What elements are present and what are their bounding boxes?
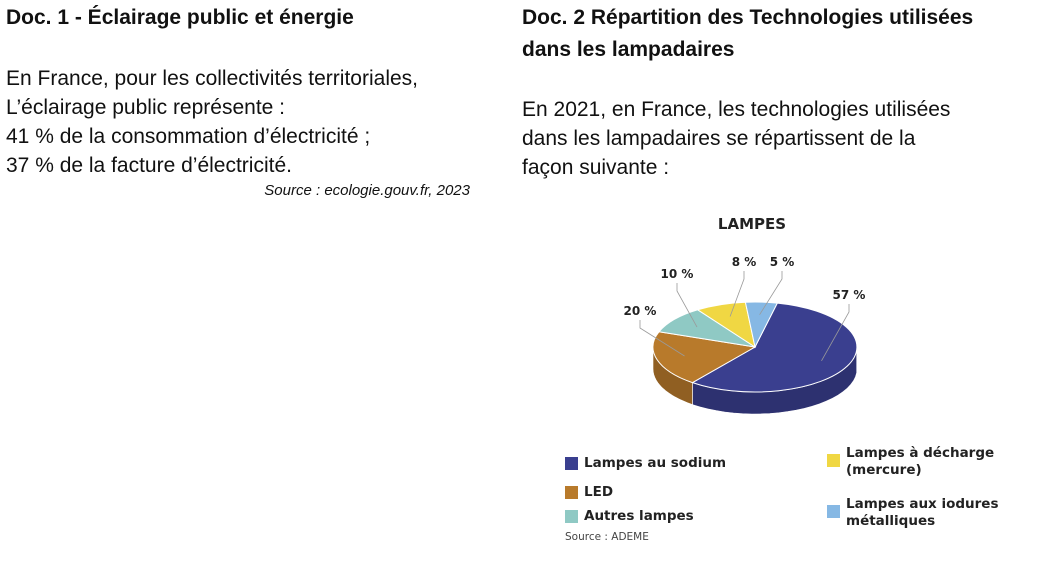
doc1-line-1: En France, pour les collectivités territ… (6, 67, 418, 90)
leader-line-decharge (729, 271, 745, 317)
legend-swatch-iodures (827, 505, 840, 518)
pie-slice-sodium (691, 302, 858, 393)
legend-item-decharge: Lampes à décharge (mercure) (827, 445, 994, 479)
legend-label-decharge-1: Lampes à décharge (846, 445, 995, 461)
legend-item-sodium: Lampes au sodium (565, 455, 726, 472)
pie-label-decharge: 8 % (732, 255, 757, 269)
doc2-line-3: façon suivante : (522, 156, 670, 179)
legend-label-autres: Autres lampes (584, 508, 694, 524)
doc2-section: Doc. 2 Répartition des Technologies util… (522, 0, 1037, 182)
legend-item-autres: Autres lampes (565, 508, 694, 525)
legend-item-iodures: Lampes aux iodures métalliques (827, 496, 999, 530)
doc2-title-line2: dans les lampadaires (522, 38, 735, 61)
legend-label-decharge-2: (mercure) (846, 462, 922, 478)
legend-swatch-sodium (565, 457, 578, 470)
pie-slice-led (652, 331, 757, 384)
leader-line-autres (676, 283, 698, 328)
pie-label-iodures: 5 % (770, 255, 795, 269)
pie-chart: LAMPES 57 % 20 % 10 % 8 % 5 % Lampes au sodi… (555, 205, 1035, 555)
doc2-line-2: dans les lampadaires se répartissent de … (522, 127, 916, 150)
doc1-source: Source : ecologie.gouv.fr, 2023 (264, 182, 470, 199)
legend-label-iodures-1: Lampes aux iodures (846, 496, 999, 512)
legend-swatch-autres (565, 510, 578, 523)
legend-label-sodium: Lampes au sodium (584, 455, 727, 471)
leader-line-iodures (759, 271, 783, 315)
leader-line-sodium (821, 304, 850, 361)
doc1-line-3: 41 % de la consommation d’électricité ; (6, 125, 371, 148)
pie-slice-iodures (744, 301, 779, 349)
doc2-line-1: En 2021, en France, les technologies uti… (522, 98, 951, 121)
legend-swatch-led (565, 486, 578, 499)
legend-label-iodures-2: métalliques (846, 513, 936, 529)
doc1-section: Doc. 1 - Éclairage public et énergie En … (6, 0, 506, 199)
leader-line-led (639, 320, 685, 357)
pie-label-autres: 10 % (661, 267, 694, 281)
legend-label-led: LED (584, 484, 614, 500)
pie-label-sodium: 57 % (833, 288, 866, 302)
doc2-title-line1: Doc. 2 Répartition des Technologies util… (522, 6, 974, 29)
chart-source: Source : ADEME (565, 531, 649, 543)
doc1-title: Doc. 1 - Éclairage public et énergie (6, 6, 354, 29)
doc1-line-2: L’éclairage public représente : (6, 96, 286, 119)
legend-swatch-decharge (827, 454, 840, 467)
legend-item-led: LED (565, 484, 613, 501)
pie-label-led: 20 % (624, 304, 657, 318)
chart-title: LAMPES (718, 215, 786, 233)
pie-chart-svg: LAMPES 57 % 20 % 10 % 8 % 5 % (624, 215, 866, 415)
doc1-line-4: 37 % de la facture d’électricité. (6, 154, 292, 177)
